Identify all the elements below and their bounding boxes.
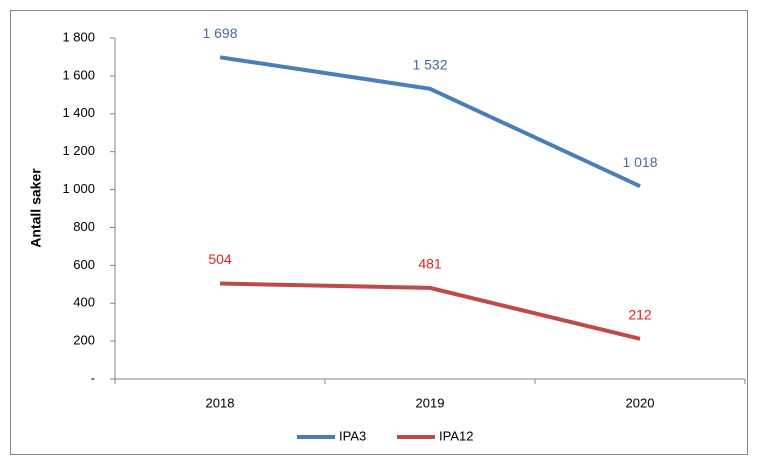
y-tick-label: -	[91, 370, 95, 385]
legend-label: IPA12	[439, 428, 473, 443]
data-label: 1 532	[412, 56, 447, 72]
y-tick-label: 1 000	[62, 181, 95, 196]
line-series	[219, 281, 641, 341]
x-tick-label: 2019	[416, 395, 445, 410]
y-axis-label: Antall saker	[28, 168, 44, 248]
y-tick-label: 1 200	[62, 143, 95, 158]
y-tick-label: 1 800	[62, 29, 95, 44]
y-tick-label: 200	[73, 333, 95, 348]
y-tick-label: 1 600	[62, 67, 95, 82]
data-label: 212	[628, 307, 652, 323]
line-series	[219, 55, 641, 188]
data-label: 504	[208, 251, 232, 267]
data-label: 1 698	[202, 25, 237, 41]
x-tick-label: 2018	[206, 395, 235, 410]
y-tick-label: 800	[73, 219, 95, 234]
x-tick-label: 2020	[626, 395, 655, 410]
y-tick-label: 1 400	[62, 105, 95, 120]
y-tick-label: 400	[73, 295, 95, 310]
data-label: 1 018	[622, 154, 657, 170]
y-tick-label: 600	[73, 257, 95, 272]
data-label: 481	[418, 256, 442, 272]
chart-border	[10, 10, 748, 455]
legend-label: IPA3	[339, 428, 366, 443]
